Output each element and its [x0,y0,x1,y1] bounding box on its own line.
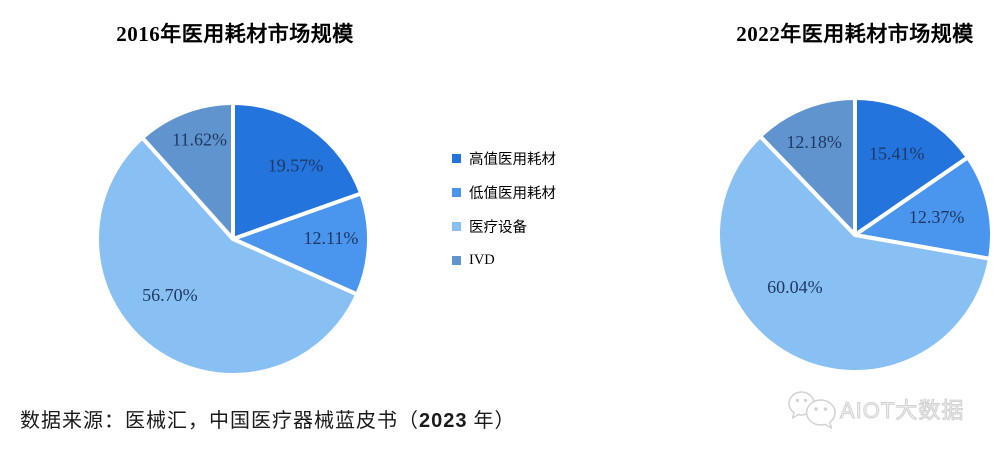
pie-slice-label: 19.57% [268,155,324,175]
pie-slice-IVD [758,96,857,237]
pie-slice-label: 60.04% [767,277,823,297]
pie-chart-2016: 19.57% 12.11% 56.70% 11.62% [95,101,371,377]
chart-title-2022: 2022年医用耗材市场规模 [736,22,974,46]
wechat-chat-bubbles-icon [788,391,836,429]
pie-slice-label: 12.18% [786,132,842,152]
pie-chart-2022: 15.41% 12.37% 60.04% 12.18% [716,96,994,374]
legend-label: 高值医用耗材 [469,151,556,168]
watermark-text: AIOT大数据 [839,398,965,424]
source-text-suffix: 年） [467,410,516,432]
legend-swatch-icon [452,221,461,231]
pie-slice-label: 11.62% [172,130,227,150]
pie-slice-低值医用耗材 [231,191,371,297]
pie-slice-label: 12.37% [909,207,965,227]
legend-item-低值医用耗材: 低值医用耗材 [452,175,556,209]
legend-label: IVD [469,251,495,268]
watermark: AIOT大数据 [786,386,964,432]
pie-slice-高值医用耗材 [853,96,970,237]
pie-slice-label: 56.70% [142,285,198,305]
chart-title-2016: 2016年医用耗材市场规模 [116,22,354,46]
legend-swatch-icon [452,255,461,265]
chart-legend: 高值医用耗材 低值医用耗材 医疗设备 IVD [452,141,556,277]
pie-slice-IVD [140,101,235,241]
legend-item-高值医用耗材: 高值医用耗材 [452,141,556,175]
source-year: 2023 [419,410,468,432]
legend-item-IVD: IVD [452,243,556,277]
pie-slice-医疗设备 [716,134,992,374]
data-source-note: 数据来源：医械汇，中国医疗器械蓝皮书（2023 年） [20,404,516,433]
pie-slice-label: 15.41% [869,143,925,163]
pie-slice-低值医用耗材 [853,155,994,261]
legend-label: 低值医用耗材 [469,185,556,202]
legend-swatch-icon [452,153,461,163]
pie-slice-高值医用耗材 [231,101,364,241]
source-text-prefix: 数据来源：医械汇，中国医疗器械蓝皮书（ [20,410,419,432]
legend-swatch-icon [452,187,461,197]
legend-label: 医疗设备 [469,219,527,236]
legend-item-医疗设备: 医疗设备 [452,209,556,243]
pie-slice-label: 12.11% [303,228,358,248]
pie-slice-医疗设备 [95,135,360,377]
